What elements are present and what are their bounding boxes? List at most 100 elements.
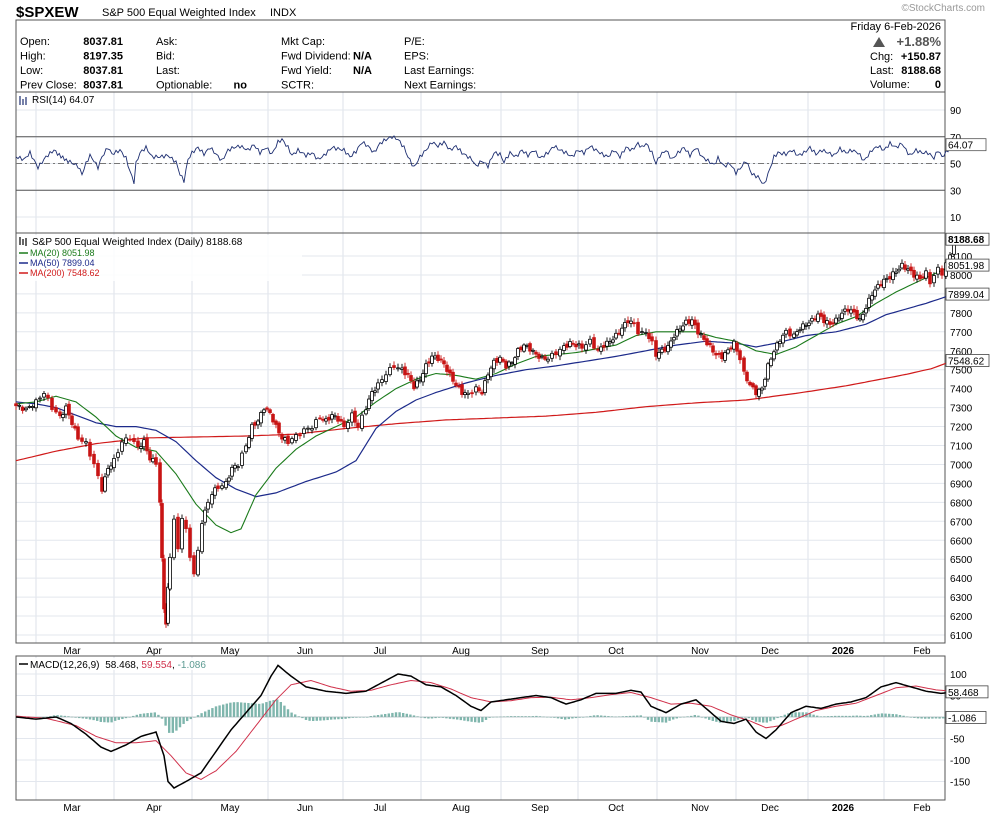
candle-body xyxy=(684,319,688,325)
macd-hist-bar xyxy=(135,714,138,717)
candle-body xyxy=(663,346,667,352)
candle-body xyxy=(128,438,132,441)
candle-body xyxy=(940,268,944,276)
candle-285 xyxy=(936,263,940,279)
quote-value-col3-1: N/A xyxy=(353,51,372,63)
candle-body xyxy=(139,446,143,449)
candle-body xyxy=(894,271,898,274)
candle-143 xyxy=(492,357,496,373)
candle-46 xyxy=(168,553,172,591)
candle-body xyxy=(807,322,811,326)
candle-11 xyxy=(54,404,58,414)
candle-body xyxy=(504,360,508,369)
ma20-legend: MA(20) 8051.98 xyxy=(30,248,95,258)
candle-body xyxy=(801,323,805,330)
candle-body xyxy=(460,384,464,395)
macd-hist-bar xyxy=(441,717,444,718)
macd-hist-bar xyxy=(146,713,149,717)
candle-body xyxy=(184,519,188,530)
candle-body xyxy=(370,391,374,402)
macd-layer: 58.468 -1.086 xyxy=(15,664,989,789)
candle-body xyxy=(483,380,487,394)
candle-body xyxy=(324,418,328,422)
candle-27 xyxy=(109,462,113,473)
candle-135 xyxy=(466,390,470,399)
candle-276 xyxy=(906,264,910,274)
candle-18 xyxy=(76,423,80,441)
macd-hist-bar xyxy=(85,717,88,719)
candle-21 xyxy=(88,438,92,461)
macd-hist-bar xyxy=(855,715,858,717)
macd-hist-bar xyxy=(819,716,822,717)
candle-200 xyxy=(675,325,679,341)
candle-body xyxy=(346,422,350,429)
month-label-7: Oct xyxy=(608,803,624,814)
candle-body xyxy=(654,340,658,357)
macd-hist-bar xyxy=(711,717,714,721)
candle-186 xyxy=(629,316,633,328)
macd-hist-bar xyxy=(243,702,246,717)
candle-body xyxy=(233,464,237,469)
macd-hist-bar xyxy=(139,713,142,717)
rsi-grid: 90 70 50 30 10 xyxy=(16,92,962,233)
candle-body xyxy=(30,406,35,409)
candle-body xyxy=(220,485,224,489)
candle-body xyxy=(492,359,496,370)
candle-69 xyxy=(250,422,254,442)
candle-body xyxy=(353,410,357,423)
candle-body xyxy=(760,387,764,391)
macd-hist-bar xyxy=(823,716,826,717)
macd-hist-bar xyxy=(186,717,189,722)
macd-hist-bar xyxy=(168,717,171,733)
candle-body xyxy=(690,319,694,326)
candle-130 xyxy=(451,368,455,385)
candle-160 xyxy=(543,354,547,361)
candle-body xyxy=(861,313,865,321)
macd-hist-bar xyxy=(877,713,880,717)
macd-hist-bar xyxy=(603,715,606,717)
candle-body xyxy=(885,277,889,280)
macd-hist-bar xyxy=(308,717,311,721)
candle-body xyxy=(145,437,149,452)
candle-191 xyxy=(647,329,651,343)
candle-body xyxy=(924,270,928,279)
price-tick-20: 6100 xyxy=(950,631,973,642)
candle-body xyxy=(903,264,907,270)
candle-242 xyxy=(804,322,808,330)
macd-hist-bar xyxy=(621,716,624,717)
candle-31 xyxy=(124,433,128,447)
macd-hist-bar xyxy=(783,714,786,717)
candle-body xyxy=(448,369,452,374)
candle-110 xyxy=(388,363,392,377)
quote-label-col3-0: Mkt Cap: xyxy=(281,36,325,48)
macd-hist-bar xyxy=(675,717,678,719)
macd-hist-bar xyxy=(218,705,221,717)
macd-hist-bar xyxy=(157,714,160,717)
candle-49 xyxy=(180,514,184,553)
macd-hist-bar xyxy=(474,717,477,723)
quote-label-col4-2: Last Earnings: xyxy=(404,65,474,77)
macd-hist-bar xyxy=(340,717,344,720)
candle-73 xyxy=(262,408,266,416)
candle-body xyxy=(825,320,829,325)
candle-body xyxy=(330,414,334,420)
candle-body xyxy=(463,392,467,395)
candle-267 xyxy=(879,280,883,288)
candle-body xyxy=(534,351,538,355)
macd-hist-bar xyxy=(315,717,318,721)
macd-hist-bar xyxy=(902,715,905,717)
candle-252 xyxy=(834,314,838,326)
candle-54 xyxy=(200,519,204,555)
candle-197 xyxy=(666,341,670,355)
candle-body xyxy=(882,278,886,289)
candle-258 xyxy=(852,305,856,316)
candle-legend-icon xyxy=(19,237,27,246)
candle-209 xyxy=(702,332,706,342)
quote-box xyxy=(15,19,946,93)
change-percent: +1.88% xyxy=(897,34,942,49)
candle-245 xyxy=(813,315,817,322)
candle-120 xyxy=(421,369,425,386)
ma200-tag-box xyxy=(945,354,990,367)
candle-body xyxy=(310,428,314,431)
macd-hist-bar xyxy=(326,717,329,721)
